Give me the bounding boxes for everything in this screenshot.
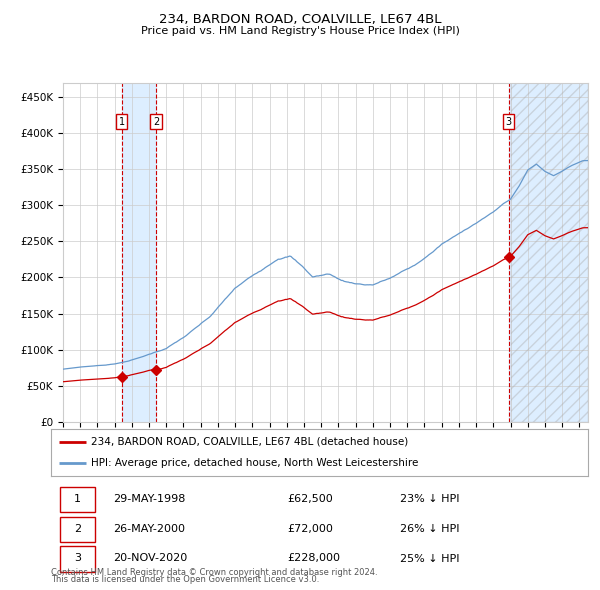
Text: Contains HM Land Registry data © Crown copyright and database right 2024.: Contains HM Land Registry data © Crown c…	[51, 568, 377, 577]
Text: 3: 3	[506, 117, 512, 127]
Bar	[509, 83, 588, 422]
Text: £72,000: £72,000	[287, 524, 333, 533]
Bar	[122, 83, 156, 422]
FancyBboxPatch shape	[60, 546, 95, 572]
Text: Price paid vs. HM Land Registry's House Price Index (HPI): Price paid vs. HM Land Registry's House …	[140, 26, 460, 36]
Text: 1: 1	[119, 117, 125, 127]
Text: 25% ↓ HPI: 25% ↓ HPI	[400, 553, 460, 563]
Text: 3: 3	[74, 553, 81, 563]
FancyBboxPatch shape	[60, 516, 95, 542]
Text: 23% ↓ HPI: 23% ↓ HPI	[400, 494, 460, 504]
Text: 29-MAY-1998: 29-MAY-1998	[113, 494, 185, 504]
Text: 234, BARDON ROAD, COALVILLE, LE67 4BL (detached house): 234, BARDON ROAD, COALVILLE, LE67 4BL (d…	[91, 437, 409, 447]
Text: HPI: Average price, detached house, North West Leicestershire: HPI: Average price, detached house, Nort…	[91, 458, 419, 468]
FancyBboxPatch shape	[60, 487, 95, 512]
Text: This data is licensed under the Open Government Licence v3.0.: This data is licensed under the Open Gov…	[51, 575, 319, 584]
Text: 2: 2	[153, 117, 159, 127]
Text: 234, BARDON ROAD, COALVILLE, LE67 4BL: 234, BARDON ROAD, COALVILLE, LE67 4BL	[159, 13, 441, 26]
Text: 26-MAY-2000: 26-MAY-2000	[113, 524, 185, 533]
Text: 20-NOV-2020: 20-NOV-2020	[113, 553, 187, 563]
Text: £62,500: £62,500	[287, 494, 333, 504]
Text: 2: 2	[74, 524, 81, 533]
Text: 26% ↓ HPI: 26% ↓ HPI	[400, 524, 460, 533]
Text: 1: 1	[74, 494, 81, 504]
Text: £228,000: £228,000	[287, 553, 340, 563]
Bar	[511, 83, 588, 422]
